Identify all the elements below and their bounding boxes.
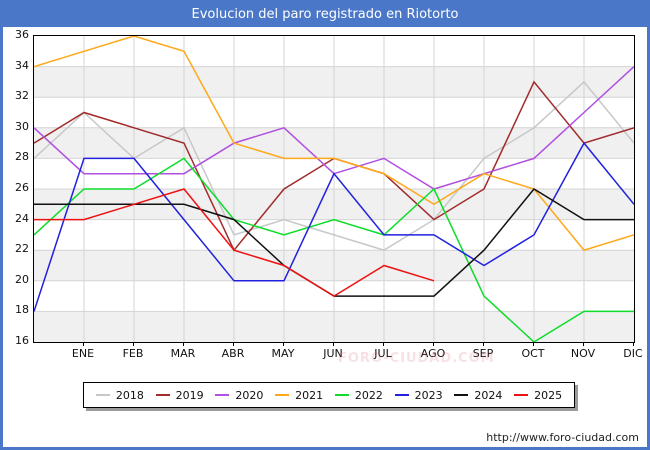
series-line-2023 — [34, 141, 634, 312]
x-axis-label-may: MAY — [271, 347, 295, 360]
legend-swatch-2018 — [95, 394, 110, 396]
legend-label-2022: 2022 — [354, 388, 383, 402]
x-axis-label-feb: FEB — [122, 347, 144, 360]
legend-item-2024: 2024 — [454, 389, 502, 402]
x-axis-tick — [183, 342, 184, 346]
legend-swatch-2019 — [155, 394, 170, 396]
y-axis-label: 28 — [15, 150, 29, 164]
series-line-2022 — [34, 157, 634, 342]
x-axis-label-dic: DIC — [623, 347, 643, 360]
chart-title: Evolucion del paro registrado en Riotort… — [191, 7, 459, 22]
x-axis-tick — [133, 342, 134, 346]
y-axis-label: 16 — [15, 334, 29, 347]
x-axis-tick — [83, 342, 84, 346]
legend-label-2021: 2021 — [295, 388, 324, 402]
legend-swatch-2025 — [514, 394, 529, 396]
legend-swatch-2024 — [454, 394, 469, 396]
legend-item-2019: 2019 — [155, 388, 204, 402]
x-axis-label-oct: OCT — [521, 347, 545, 360]
y-axis-label: 34 — [15, 58, 29, 72]
x-axis-tick — [433, 342, 434, 346]
x-axis-tick — [333, 342, 334, 346]
chart-canvas — [34, 36, 634, 342]
x-axis-tick — [633, 342, 634, 346]
x-axis-tick — [533, 342, 534, 346]
plot-area — [33, 35, 635, 343]
y-axis-label: 22 — [15, 242, 29, 256]
x-axis-label-mar: MAR — [170, 347, 196, 360]
legend-swatch-2022 — [334, 394, 349, 396]
y-axis-label: 24 — [15, 211, 29, 225]
x-axis-label-abr: ABR — [221, 347, 245, 360]
legend-item-2023: 2023 — [394, 388, 443, 402]
footer-url[interactable]: http://www.foro-ciudad.com — [486, 431, 639, 444]
legend-swatch-2021 — [275, 394, 290, 396]
x-axis-tick — [233, 342, 234, 346]
title-bar: Evolucion del paro registrado en Riotort… — [3, 3, 647, 27]
x-axis-label-jun: JUN — [323, 347, 343, 360]
x-axis-tick — [483, 342, 484, 346]
legend-swatch-2020 — [215, 394, 230, 396]
series-line-2025 — [34, 188, 435, 297]
legend-item-2022: 2022 — [334, 388, 383, 402]
x-axis-label-jul: JUL — [374, 347, 392, 360]
legend-label-2020: 2020 — [235, 388, 264, 402]
x-axis-label-ago: AGO — [420, 347, 446, 360]
y-axis-label: 20 — [15, 272, 29, 286]
x-axis-tick — [383, 342, 384, 346]
legend-label-2019: 2019 — [175, 388, 204, 402]
legend-label-2023: 2023 — [414, 388, 443, 402]
y-axis-label: 26 — [15, 181, 29, 194]
x-axis-label-ene: ENE — [71, 347, 95, 360]
x-axis-tick — [283, 342, 284, 346]
legend-item-2021: 2021 — [275, 389, 323, 402]
x-axis-tick — [583, 342, 584, 346]
legend-label-2018: 2018 — [115, 388, 144, 402]
y-axis-label: 36 — [15, 28, 29, 41]
legend-item-2018: 2018 — [95, 388, 144, 402]
legend: 2018 2019 2020 2021 2022 2023 2024 2025 — [83, 382, 575, 408]
x-axis-label-sep: SEP — [472, 347, 494, 360]
x-axis-label-nov: NOV — [570, 347, 596, 360]
legend-item-2020: 2020 — [215, 389, 263, 402]
legend-item-2025: 2025 — [514, 389, 562, 402]
legend-label-2025: 2025 — [534, 388, 563, 402]
legend-label-2024: 2024 — [474, 388, 503, 402]
y-axis-label: 30 — [15, 119, 29, 133]
legend-swatch-2023 — [394, 394, 409, 396]
y-axis-label: 32 — [15, 89, 29, 103]
y-axis-label: 18 — [15, 303, 29, 317]
